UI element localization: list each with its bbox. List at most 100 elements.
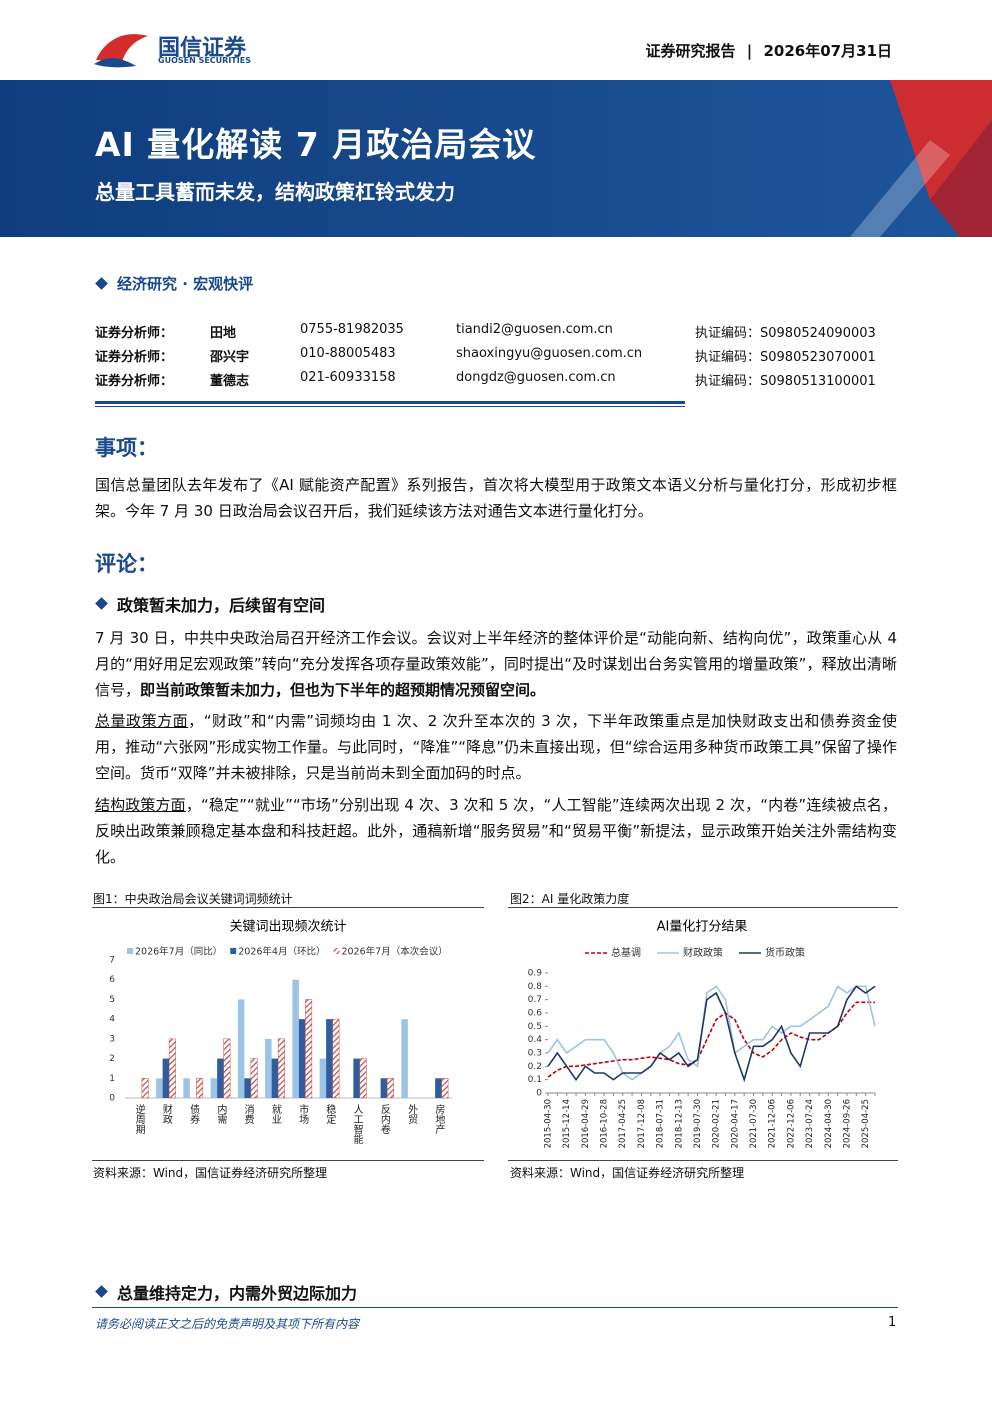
analyst-email: tiandi2@guosen.com.cn <box>456 322 613 337</box>
subheading: 政策暂未加力，后续留有空间 <box>117 596 326 615</box>
text: ，“稳定”“就业”“市场”分别出现 4 次、3 次和 5 次，“人工智能”连续两… <box>95 796 897 866</box>
x-tick-label: 2016-10-28 <box>600 1099 610 1148</box>
chart-title: AI量化打分结果 <box>657 920 748 935</box>
analyst-cert: 执证编码：S0980524090003 <box>695 326 876 341</box>
bar <box>244 1078 251 1098</box>
analyst-email: dongdz@guosen.com.cn <box>456 370 616 385</box>
bar <box>380 1078 388 1098</box>
x-tick-label: 2019-07-30 <box>693 1099 703 1148</box>
x-tick-label: 反内卷 <box>378 1104 390 1134</box>
emphasis: 即当前政策暂未加力，但也为下半年的超预期情况预留空间。 <box>140 681 546 699</box>
y-tick-label: 7 <box>109 956 115 966</box>
x-tick-label: 就业 <box>269 1103 281 1124</box>
rule <box>95 401 685 404</box>
x-tick-label: 2017-04-25 <box>618 1099 628 1148</box>
bar <box>359 1058 367 1099</box>
x-tick-label: 房地产 <box>433 1103 445 1135</box>
analyst-role: 证券分析师： <box>95 374 174 389</box>
x-tick-label: 2015-04-30 <box>544 1099 554 1148</box>
source: 资料来源：Wind，国信证券经济研究所整理 <box>93 1166 328 1180</box>
y-tick-label: 0.2 <box>528 1062 542 1072</box>
y-tick-label: 0.4 <box>528 1035 543 1045</box>
x-tick-label: 内需 <box>215 1103 227 1125</box>
x-tick-label: 2021-12-06 <box>768 1099 778 1148</box>
analyst-role: 证券分析师： <box>95 326 174 341</box>
x-tick-label: 2020-04-17 <box>730 1099 740 1148</box>
x-tick-label: 2023-07-24 <box>805 1099 815 1148</box>
bar <box>156 1078 163 1098</box>
bar <box>435 1078 442 1098</box>
header-right: 证券研究报告 | 2026年07月31日 <box>646 40 892 61</box>
legend-label: 货币政策 <box>765 946 805 959</box>
analyst-phone: 010-88005483 <box>300 346 396 361</box>
series-line <box>547 1001 875 1078</box>
x-tick-label: 逆周期 <box>133 1103 145 1135</box>
separator: | <box>746 42 753 60</box>
bar <box>183 1078 190 1098</box>
chart-title: 关键词出现频次统计 <box>229 919 346 935</box>
paragraph: 结构政策方面，“稳定”“就业”“市场”分别出现 4 次、3 次和 5 次，“人工… <box>95 792 897 870</box>
y-tick-label: 0.6 <box>528 1009 543 1019</box>
y-tick-label: 6 <box>109 975 115 985</box>
bar <box>141 1078 149 1099</box>
x-tick-label: 2017-12-08 <box>637 1099 647 1148</box>
banner <box>0 80 992 237</box>
series-line <box>547 985 876 1083</box>
analyst-cert: 执证编码：S0980513100001 <box>695 374 876 389</box>
y-tick-label: 4 <box>109 1015 115 1025</box>
bar <box>168 1038 176 1099</box>
paragraph: 总量政策方面，“财政”和“内需”词频均由 1 次、2 次升至本次的 3 次，下半… <box>95 708 897 786</box>
bar <box>441 1078 449 1099</box>
x-tick-label: 债券 <box>188 1103 200 1125</box>
title: AI 量化解读 7 月政治局会议 <box>95 125 537 164</box>
section-heading: 评论： <box>95 552 158 576</box>
analyst-name: 邵兴宇 <box>210 350 250 365</box>
disclaimer: 请务必阅读正文之后的免责声明及其项下所有内容 <box>95 1317 360 1331</box>
bar <box>250 1058 258 1099</box>
bar <box>271 1058 279 1098</box>
bar <box>277 1038 285 1099</box>
x-tick-label: 稳定 <box>324 1103 336 1125</box>
analyst-name: 董德志 <box>210 374 250 389</box>
page-number: 1 <box>888 1315 897 1330</box>
bar <box>305 999 313 1099</box>
bar <box>237 999 245 1098</box>
rule <box>92 1160 484 1161</box>
y-tick-label: 0.1 <box>528 1075 542 1085</box>
source: 资料来源：Wind，国信证券经济研究所整理 <box>510 1166 745 1180</box>
x-tick-label: 2022-12-06 <box>786 1099 796 1148</box>
rule <box>508 1160 898 1161</box>
rule <box>92 1307 898 1308</box>
x-tick-label: 2024-04-30 <box>824 1099 834 1148</box>
y-tick-label: 5 <box>109 995 115 1005</box>
y-tick-label: 0.8 <box>528 982 543 992</box>
text: 7 月 30 日，中共中央政治局召开经济工作会议。会议对上半年经济的整体评价是“… <box>95 629 897 699</box>
analyst-name: 田地 <box>210 326 237 341</box>
y-tick-label: 2 <box>109 1054 115 1064</box>
text: ，“财政”和“内需”词频均由 1 次、2 次升至本次的 3 次，下半年政策重点是… <box>95 712 897 782</box>
bar <box>401 1019 408 1098</box>
paragraph: 国信总量团队去年发布了《AI 赋能资产配置》系列报告，首次将大模型用于政策文本语… <box>95 476 897 520</box>
legend-label: 财政政策 <box>683 946 723 959</box>
x-tick-label: 2020-02-21 <box>712 1099 722 1148</box>
legend-swatch <box>230 948 237 954</box>
subtitle: 总量工具蓄而未发，结构政策杠铃式发力 <box>95 180 455 204</box>
lead: 总量政策方面 <box>95 712 189 730</box>
x-tick-label: 2025-04-25 <box>861 1099 871 1148</box>
legend-label: 总基调 <box>611 946 641 959</box>
legend-label: 2026年7月（本次会议） <box>341 946 447 958</box>
y-tick-label: 0 <box>109 1094 115 1104</box>
series-line <box>547 985 876 1081</box>
x-tick-label: 财政 <box>160 1103 172 1125</box>
x-tick-label: 2016-04-29 <box>581 1099 591 1148</box>
bar <box>319 1058 327 1098</box>
rule <box>92 907 484 908</box>
bar <box>210 1078 218 1098</box>
bar <box>332 1018 340 1099</box>
bar <box>217 1058 224 1098</box>
legend-label: 2026年4月（环比） <box>238 946 325 958</box>
x-tick-label: 2015-12-14 <box>562 1099 572 1148</box>
bar <box>298 1019 306 1098</box>
bar <box>162 1058 170 1098</box>
report-date: 2026年07月31日 <box>763 42 893 60</box>
